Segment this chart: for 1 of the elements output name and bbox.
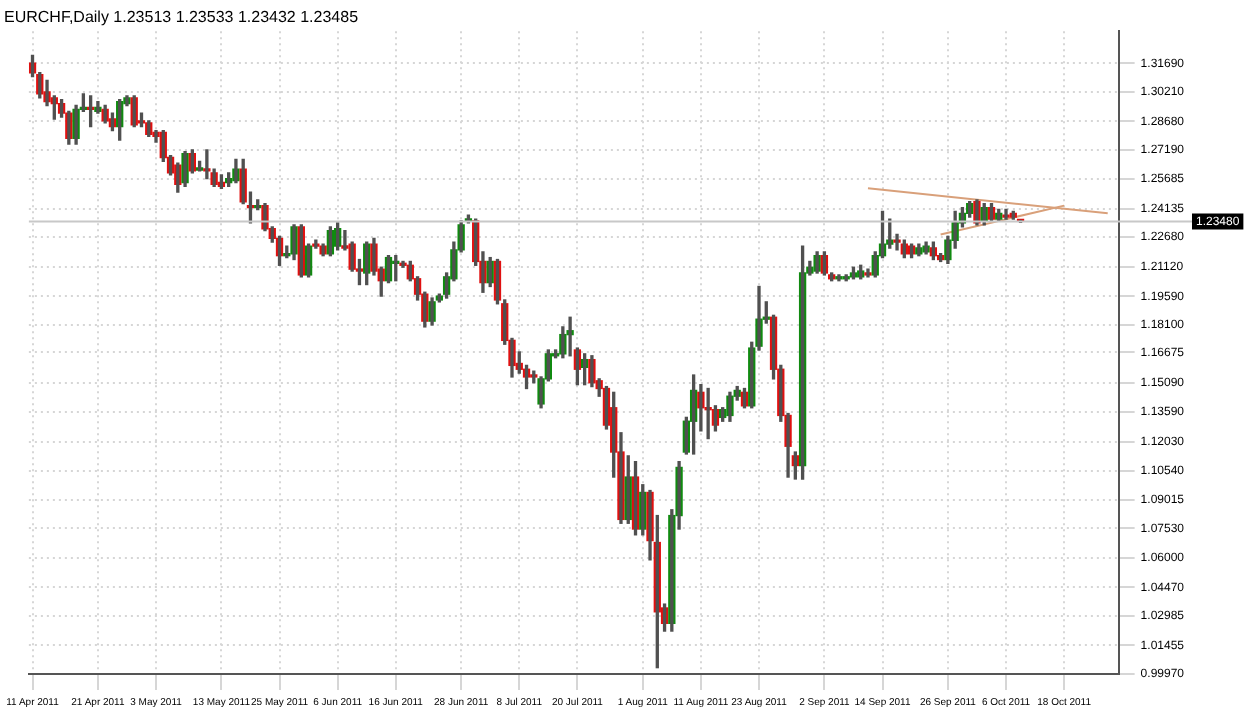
chart-title: EURCHF,Daily 1.23513 1.23533 1.23432 1.23485 bbox=[4, 8, 360, 27]
